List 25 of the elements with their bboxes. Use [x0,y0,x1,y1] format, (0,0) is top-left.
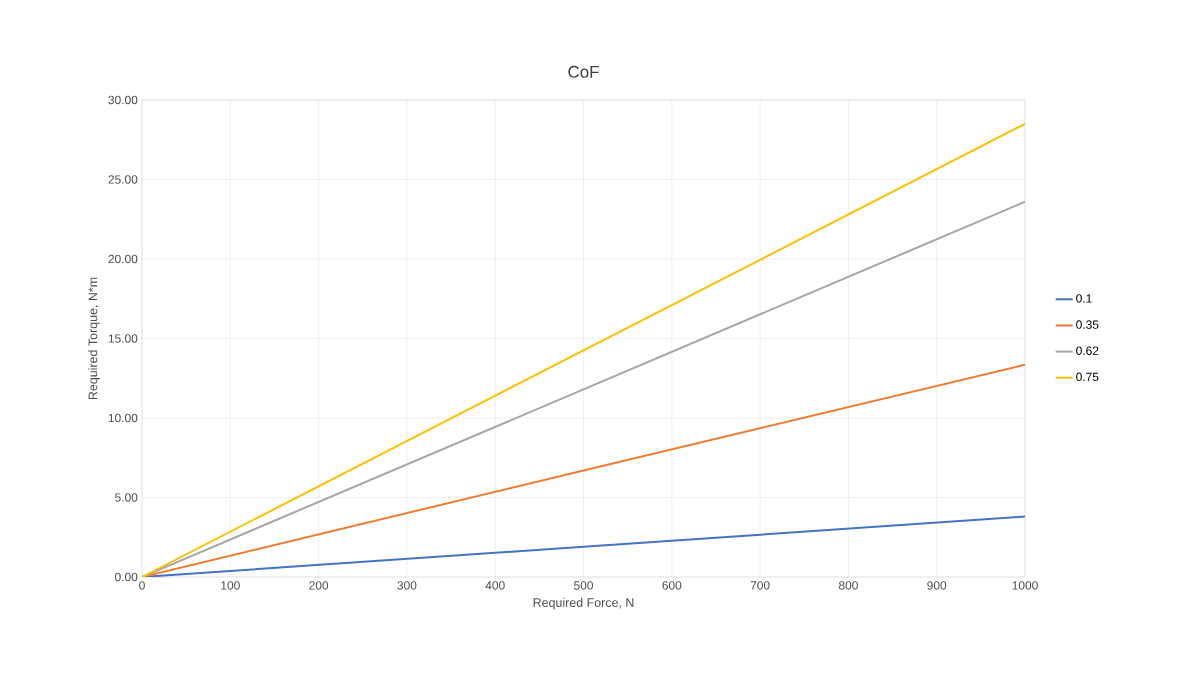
x-tick-label: 0 [139,581,145,590]
x-tick-label: 200 [309,581,329,590]
x-tick-label: 300 [397,581,417,590]
x-tick-label: 900 [927,581,947,590]
y-axis-title: Required Torque, N*m [88,277,100,400]
y-tick-label: 5.00 [115,493,138,502]
y-tick-label: 0.00 [115,572,138,582]
y-tick-label: 10.00 [108,413,138,423]
x-tick-label: 500 [574,581,594,590]
legend-label: 0.35 [1076,320,1099,329]
x-tick-label: 800 [838,581,858,590]
y-tick-label: 15.00 [108,334,138,343]
legend-label: 0.75 [1076,372,1099,382]
y-tick-label: 20.00 [108,254,138,264]
x-axis-title: Required Force, N [533,597,634,610]
x-tick-label: 600 [662,581,682,590]
x-tick-label: 700 [750,581,770,590]
y-tick-label: 30.00 [108,95,138,105]
legend-label: 0.1 [1076,294,1092,303]
legend-label: 0.62 [1076,346,1099,355]
chart-title: CoF [568,65,599,78]
x-tick-label: 100 [221,581,240,590]
x-tick-label: 400 [485,581,505,590]
x-tick-label: 1000 [1012,581,1038,590]
y-tick-label: 25.00 [108,175,138,184]
